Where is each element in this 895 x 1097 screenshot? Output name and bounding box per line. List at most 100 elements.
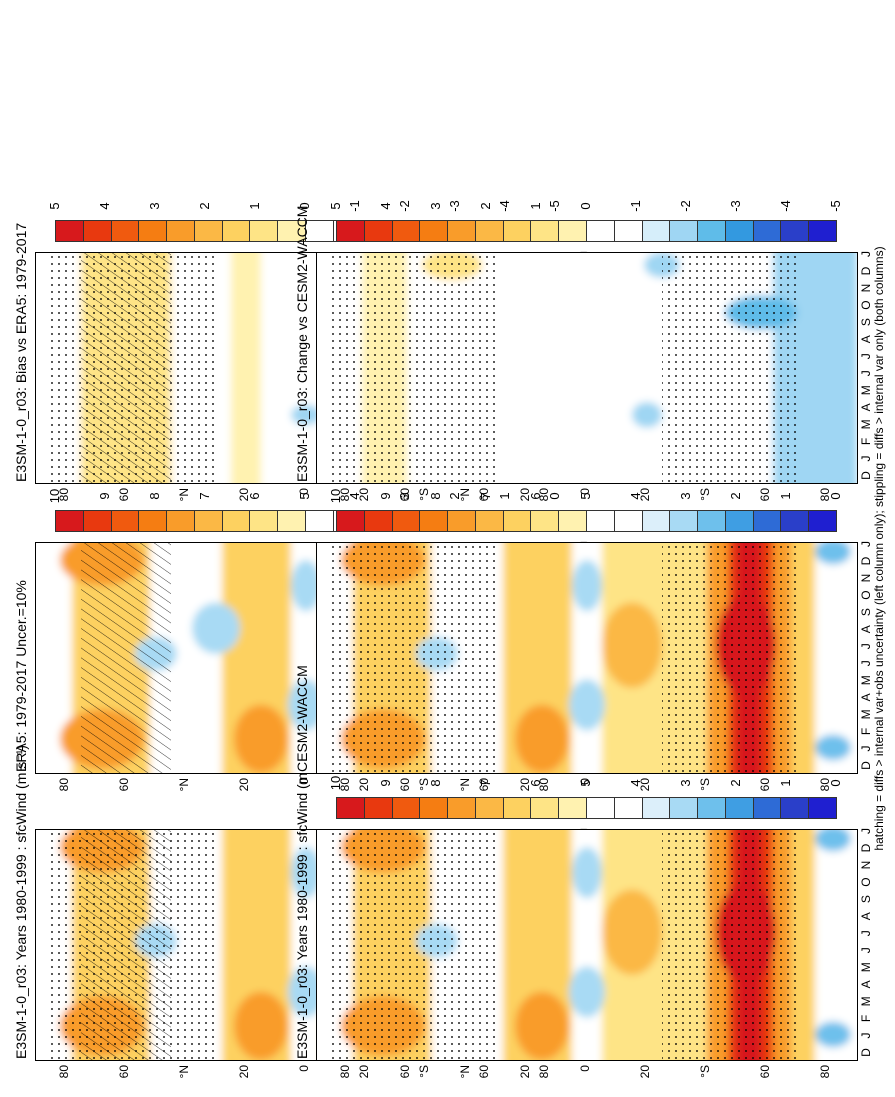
colorbar-label: 8: [147, 492, 162, 500]
y-tick-label: °S: [417, 488, 431, 501]
contour-blob: [572, 560, 602, 612]
y-tick-label: 20: [638, 778, 652, 792]
contour-blob: [288, 966, 324, 1018]
heatmap-svg: [317, 830, 857, 1060]
x-tick-label: J: [859, 1032, 873, 1039]
colorbar-cell: [249, 510, 279, 532]
colorbar-label: 3: [678, 779, 693, 787]
colorbar-cell: [669, 510, 699, 532]
y-tick-label: 80: [338, 488, 352, 502]
colorbar-label: 4: [378, 202, 393, 210]
colorbar-cell: [110, 220, 140, 242]
x-tick-label: F: [859, 727, 873, 736]
y-tick-label: 0: [578, 1065, 592, 1072]
colorbar-cell: [613, 220, 643, 242]
y-tick-label: 0: [297, 488, 311, 495]
y-tick-label: 60: [477, 778, 491, 792]
contour-blob: [569, 966, 605, 1018]
colorbar-cell: [780, 510, 810, 532]
x-tick-label: A: [859, 335, 873, 344]
y-tick-label: 80: [57, 778, 71, 792]
plot-area: [316, 542, 858, 774]
y-tick-label: 80: [818, 778, 832, 792]
y-tick-label: 20: [518, 488, 532, 502]
x-tick-label: A: [859, 403, 873, 412]
x-tick-label: J: [859, 828, 873, 834]
contour-blob: [288, 679, 324, 731]
y-tick-label: 20: [638, 1065, 652, 1079]
colorbar-label: 3: [428, 202, 443, 210]
x-tick-label: F: [859, 437, 873, 446]
colorbar-label: 0: [578, 202, 593, 210]
x-tick-label: M: [859, 709, 873, 720]
heatmap-svg: [317, 253, 857, 483]
x-tick-label: O: [859, 590, 873, 600]
y-tick-label: °S: [698, 1065, 712, 1078]
colorbar-label: -2: [678, 200, 693, 212]
colorbar-cell: [669, 797, 699, 819]
y-tick-label: °N: [177, 488, 191, 502]
colorbar-cell: [724, 220, 754, 242]
x-tick-label: A: [859, 912, 873, 921]
colorbar-label: 1: [497, 492, 512, 500]
y-tick-label: 60: [477, 1065, 491, 1079]
contour-blob: [291, 560, 321, 612]
y-tick-label: 20: [357, 778, 371, 792]
colorbar-label: -1: [347, 200, 362, 212]
colorbar-label: 5: [328, 202, 343, 210]
x-tick-label: M: [859, 419, 873, 430]
colorbar-cell: [138, 510, 168, 532]
contour-blob: [234, 991, 288, 1060]
colorbar-cell: [138, 220, 168, 242]
contour-blob: [632, 402, 662, 428]
colorbar-label: 9: [378, 492, 393, 500]
colorbar-label: -5: [547, 200, 562, 212]
x-tick-label: O: [859, 300, 873, 310]
y-tick-label: 80: [338, 1065, 352, 1079]
y-tick-label: 60: [477, 488, 491, 502]
x-tick-label: J: [859, 370, 873, 377]
y-tick-label: °S: [417, 1065, 431, 1078]
colorbar-label: -1: [628, 200, 643, 212]
x-tick-label: N: [859, 573, 873, 583]
colorbar-label: 1: [247, 202, 262, 210]
x-tick-label: A: [859, 625, 873, 634]
colorbar-cell: [447, 220, 476, 242]
y-tick-label: 60: [398, 1065, 412, 1079]
x-tick-label: S: [859, 895, 873, 904]
stippling-north: [332, 830, 497, 1060]
colorbar-cell: [474, 220, 504, 242]
colorbar-cell: [502, 220, 532, 242]
colorbar-cell: [193, 510, 223, 532]
colorbar-cell: [55, 220, 84, 242]
colorbar-label: -3: [447, 200, 462, 212]
y-tick-label: 60: [758, 488, 772, 502]
hatching-north: [81, 830, 171, 1060]
y-tick-label: 20: [638, 488, 652, 502]
x-tick-label: A: [859, 693, 873, 702]
colorbar-cell: [669, 220, 699, 242]
contour-blob: [815, 1021, 851, 1048]
colorbar-cell: [530, 220, 560, 242]
contour-blob: [291, 847, 321, 899]
contour-blob: [291, 404, 321, 426]
x-tick-label: D: [859, 843, 873, 853]
x-tick-label: J: [859, 947, 873, 954]
x-tick-label: J: [859, 930, 873, 937]
y-tick-label: 80: [537, 1065, 551, 1079]
y-tick-label: °N: [458, 488, 472, 502]
colorbar-cell: [780, 220, 810, 242]
x-tick-label: J: [859, 353, 873, 360]
y-tick-label: 60: [758, 778, 772, 792]
x-tick-label: J: [859, 251, 873, 257]
y-tick-label: °N: [177, 1065, 191, 1079]
x-tick-label: N: [859, 283, 873, 293]
y-tick-label: 80: [338, 778, 352, 792]
colorbar-label: 7: [197, 492, 212, 500]
contour-blob: [602, 602, 662, 688]
colorbar-label: 2: [197, 202, 212, 210]
y-tick-label: 80: [537, 488, 551, 502]
panel-title: E3SM-1-0_r03: Years 1980-1999 : sfcWind …: [13, 745, 29, 1059]
colorbar-label: 2: [728, 779, 743, 787]
